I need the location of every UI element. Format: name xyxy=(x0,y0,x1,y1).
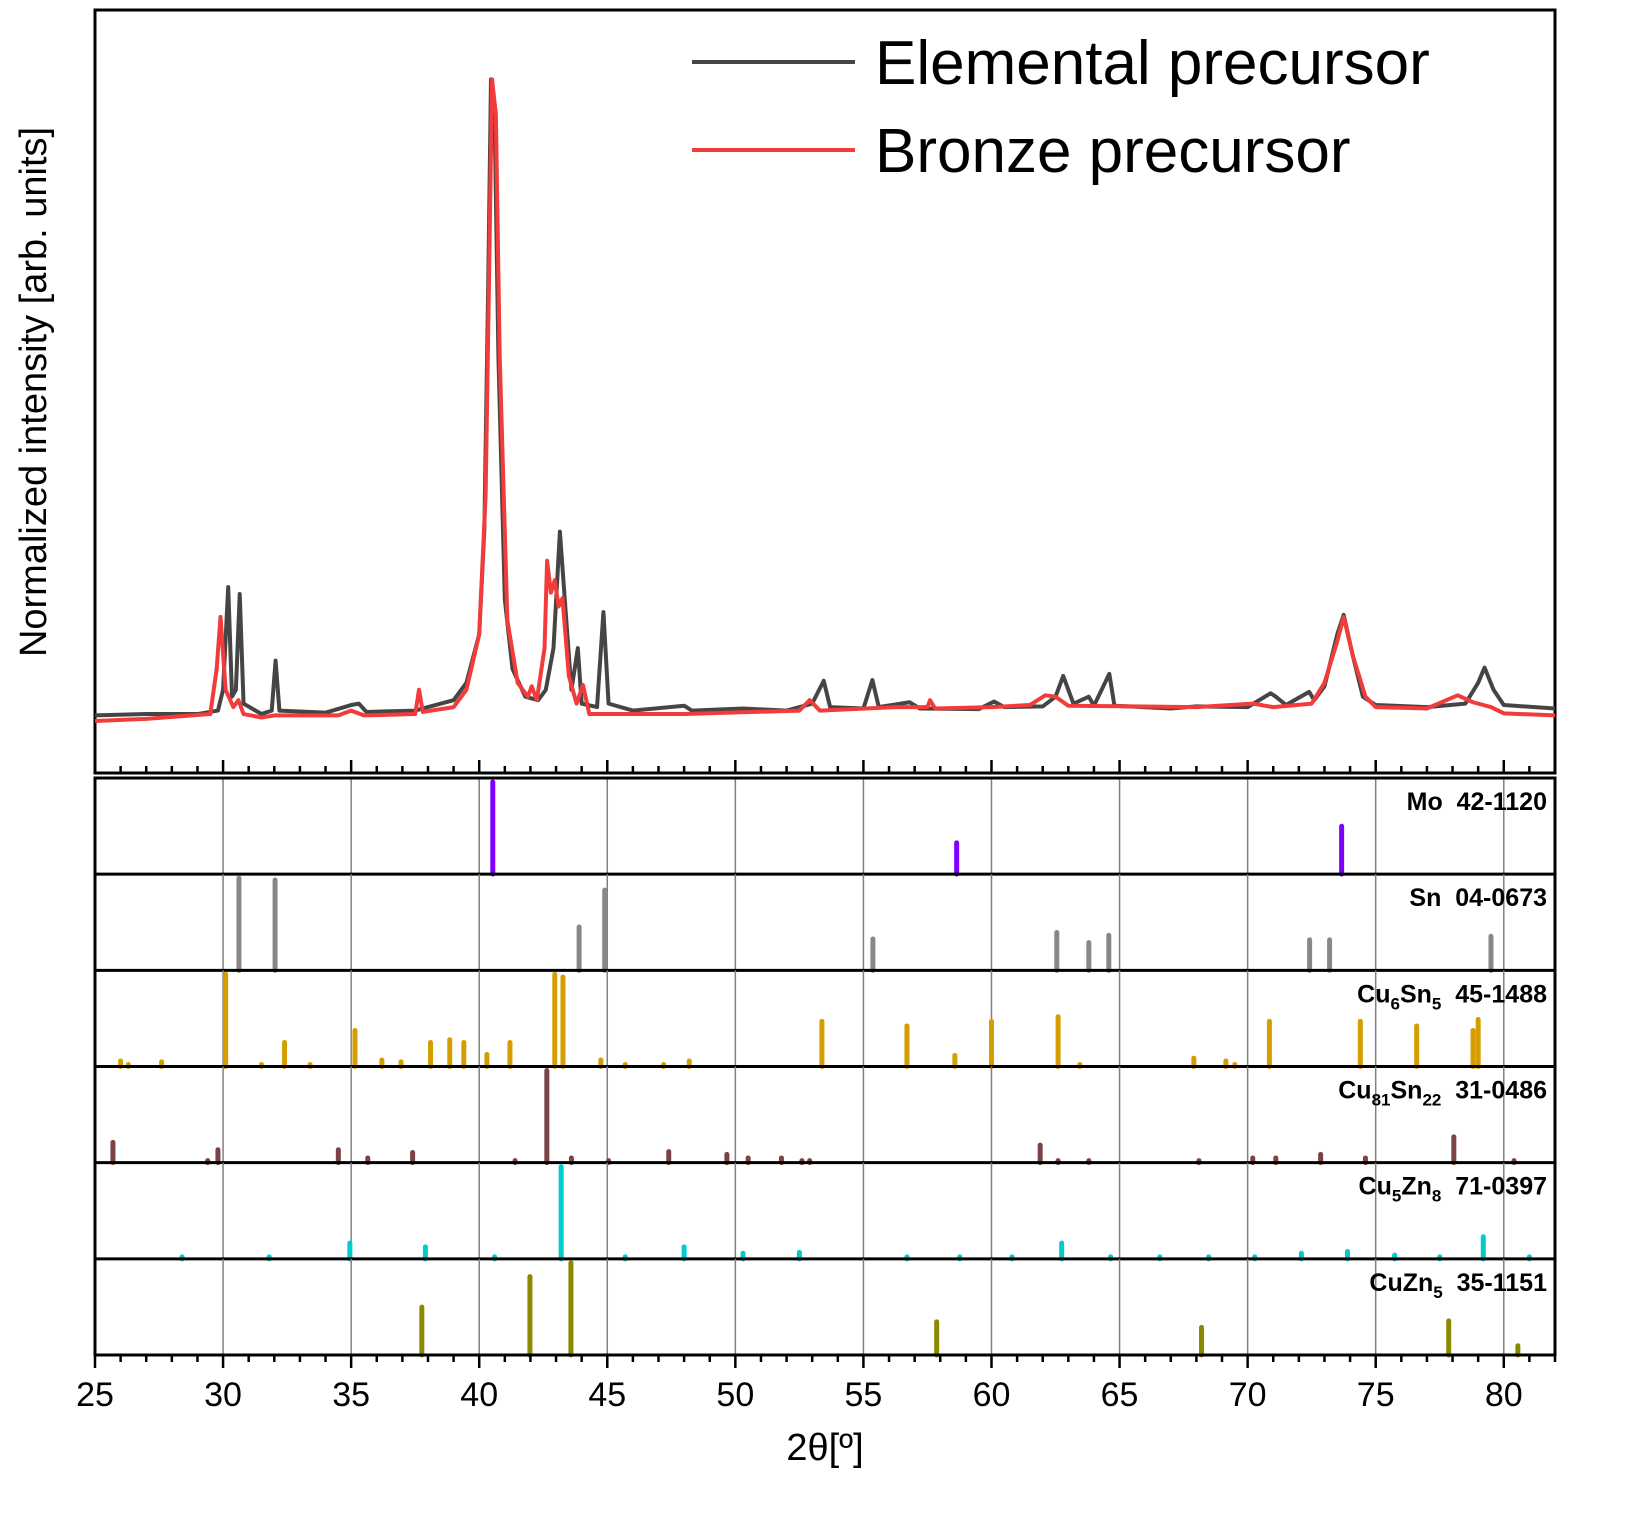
label-subscript: 5 xyxy=(1392,1187,1401,1206)
label-text: Sn xyxy=(1390,1077,1422,1105)
x-tick-label: 30 xyxy=(204,1376,242,1414)
x-tick-label: 70 xyxy=(1229,1376,1267,1414)
label-subscript: 5 xyxy=(1432,994,1441,1013)
intensity-panel xyxy=(93,8,1557,775)
legend-label: Elemental precursor xyxy=(875,29,1430,98)
card-number: 45-1488 xyxy=(1441,980,1547,1008)
x-tick-label: 75 xyxy=(1357,1376,1395,1414)
label-text: Mo xyxy=(1407,788,1443,816)
x-tick-label: 45 xyxy=(588,1376,626,1414)
reference-label: Cu5Zn8 71-0397 xyxy=(1359,1173,1547,1206)
series-line-elemental xyxy=(94,77,1556,718)
x-axis-title: 2θ[º] xyxy=(786,1427,863,1469)
legend-label: Bronze precursor xyxy=(875,117,1351,186)
label-text: Cu xyxy=(1359,1173,1392,1201)
label-subscript: 5 xyxy=(1433,1283,1442,1302)
reference-label: Cu6Sn5 45-1488 xyxy=(1357,980,1547,1013)
card-number: 42-1120 xyxy=(1443,788,1547,816)
card-number: 35-1151 xyxy=(1443,1269,1547,1297)
x-tick-label: 55 xyxy=(845,1376,883,1414)
plot-frame xyxy=(93,8,1557,775)
label-text: Sn xyxy=(1400,980,1432,1008)
x-tick-label: 80 xyxy=(1485,1376,1523,1414)
label-text: Cu xyxy=(1338,1077,1371,1105)
x-tick-label: 65 xyxy=(1101,1376,1139,1414)
reference-panel: Mo 42-1120 xyxy=(95,778,1555,877)
x-tick-label: 60 xyxy=(973,1376,1011,1414)
reference-panel: Cu6Sn5 45-1488 xyxy=(95,970,1555,1069)
reference-label: CuZn5 35-1151 xyxy=(1369,1269,1547,1302)
reference-panel: Sn 04-0673 xyxy=(95,874,1555,973)
label-text: Cu xyxy=(1357,980,1390,1008)
reference-label: Mo 42-1120 xyxy=(1407,788,1547,816)
label-text: CuZn xyxy=(1369,1269,1433,1297)
y-axis-title: Normalized intensity [arb. units] xyxy=(13,127,55,657)
x-tick-label: 25 xyxy=(76,1376,114,1414)
card-number: 04-0673 xyxy=(1441,884,1547,912)
reference-panel: Cu5Zn8 71-0397 xyxy=(95,1162,1555,1262)
x-tick-label: 40 xyxy=(460,1376,498,1414)
card-number: 71-0397 xyxy=(1441,1173,1547,1201)
x-axis: 25 30 35 40 45 50 55 60 65 70 75 80 xyxy=(76,1355,1557,1414)
reference-label: Sn 04-0673 xyxy=(1409,884,1547,912)
label-subscript: 6 xyxy=(1390,994,1399,1013)
series-line-bronze xyxy=(94,77,1556,723)
reference-panel: Cu81Sn22 31-0486 xyxy=(95,1066,1555,1166)
x-tick-label: 50 xyxy=(716,1376,754,1414)
label-subscript: 8 xyxy=(1432,1187,1441,1206)
label-text: Sn xyxy=(1409,884,1441,912)
x-tick-label: 35 xyxy=(332,1376,370,1414)
label-subscript: 22 xyxy=(1422,1091,1441,1110)
reference-label: Cu81Sn22 31-0486 xyxy=(1338,1077,1547,1110)
legend: Elemental precursor Bronze precursor xyxy=(692,29,1430,186)
card-number: 31-0486 xyxy=(1441,1077,1547,1105)
reference-frame xyxy=(93,776,1557,1357)
label-text: Zn xyxy=(1401,1173,1432,1201)
label-subscript: 81 xyxy=(1372,1091,1391,1110)
